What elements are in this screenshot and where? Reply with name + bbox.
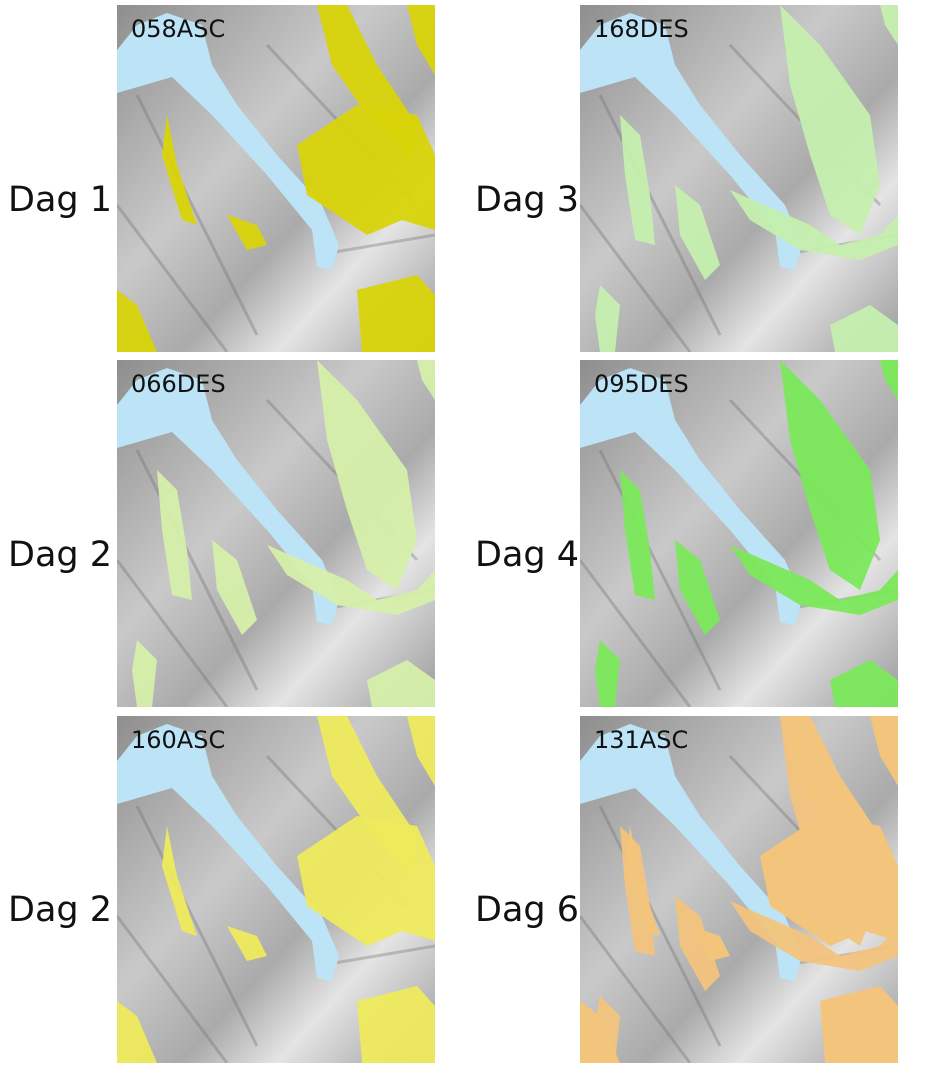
page: Dag 1 058ASC Dag 3 168DES Dag 2 066DES Dag 4 09…: [0, 0, 931, 1068]
day-label: Dag 2: [8, 535, 112, 575]
hillshade-map: [580, 5, 898, 352]
orbit-code: 066DES: [131, 370, 226, 398]
day-label: Dag 4: [475, 535, 579, 575]
orbit-code: 095DES: [594, 370, 689, 398]
hillshade-map: [117, 5, 435, 352]
day-label: Dag 2: [8, 890, 112, 930]
map-panel: 168DES: [580, 5, 898, 352]
orbit-code: 160ASC: [131, 726, 225, 754]
hillshade-map: [580, 360, 898, 707]
orbit-code: 168DES: [594, 15, 689, 43]
day-label: Dag 6: [475, 890, 579, 930]
orbit-code: 058ASC: [131, 15, 225, 43]
day-label: Dag 3: [475, 180, 579, 220]
hillshade-map: [580, 716, 898, 1063]
map-panel: 095DES: [580, 360, 898, 707]
hillshade-map: [117, 360, 435, 707]
map-panel: 131ASC: [580, 716, 898, 1063]
hillshade-map: [117, 716, 435, 1063]
map-panel: 066DES: [117, 360, 435, 707]
orbit-code: 131ASC: [594, 726, 688, 754]
map-panel: 160ASC: [117, 716, 435, 1063]
day-label: Dag 1: [8, 180, 112, 220]
map-panel: 058ASC: [117, 5, 435, 352]
